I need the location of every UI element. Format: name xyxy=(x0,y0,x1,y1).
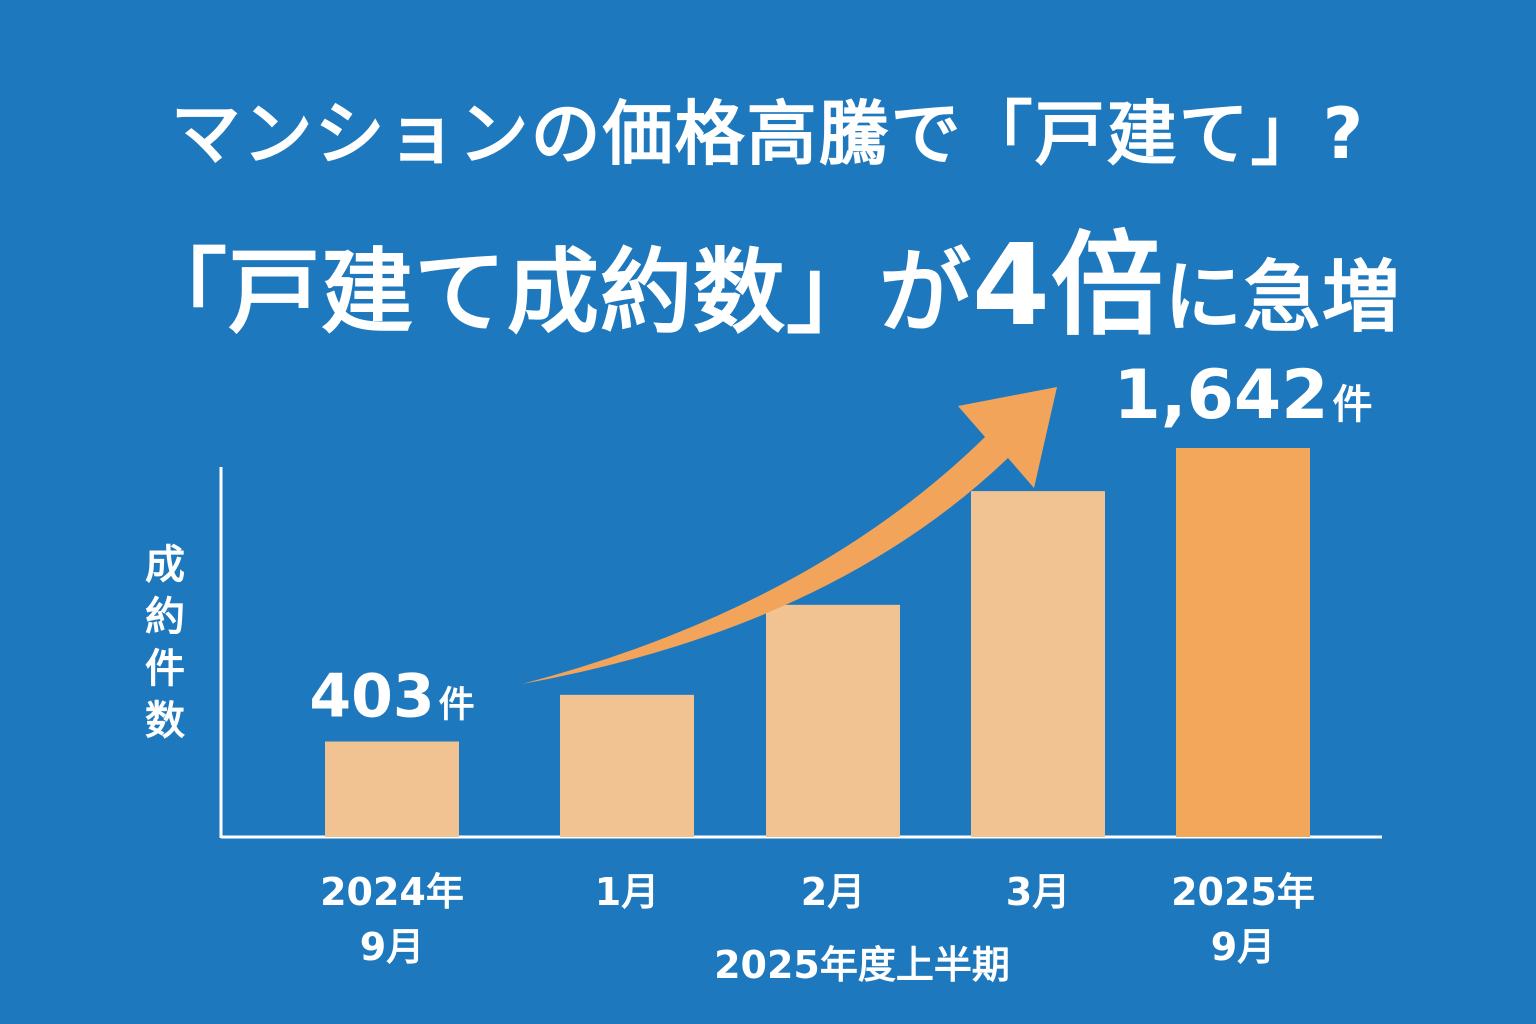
data-label-4: 1,642 件 xyxy=(1113,356,1372,435)
data-label-value-0: 403 xyxy=(309,662,434,732)
headline-question: マンションの価格高騰で「戸建て」? xyxy=(170,93,1366,175)
data-label-value-4: 1,642 xyxy=(1113,356,1328,435)
x-tick-label-0-0: 2024年 xyxy=(320,870,464,914)
headline-main-emphasis: 4倍 xyxy=(972,221,1164,351)
x-tick-label-1-0: 1月 xyxy=(595,870,659,914)
x-axis-label: 2025年度上半期 xyxy=(714,943,1010,987)
x-tick-label-4-0: 2025年 xyxy=(1171,870,1315,914)
bar-4 xyxy=(1176,448,1310,837)
data-label-unit-0: 件 xyxy=(439,685,475,726)
x-tick-label-3-0: 3月 xyxy=(1006,870,1070,914)
data-label-0: 403 件 xyxy=(309,662,474,732)
x-tick-label-2-0: 2月 xyxy=(801,870,865,914)
y-axis-label-char-3: 数 xyxy=(145,698,185,744)
x-tick-label-4-1: 9月 xyxy=(1211,925,1275,969)
bar-3 xyxy=(971,491,1105,837)
bar-2 xyxy=(766,604,900,837)
bar-0 xyxy=(325,741,459,837)
headline-main-part3: に急増 xyxy=(1163,253,1401,343)
bar-1 xyxy=(560,694,694,837)
data-label-unit-4: 件 xyxy=(1333,382,1373,428)
headline-main: 「戸建て成約数」が4倍に急増 xyxy=(0,195,1536,357)
headline-main-part1: 「戸建て成約数」が xyxy=(135,239,973,346)
trend-arrow xyxy=(522,387,1057,684)
y-axis-label-char-1: 約 xyxy=(145,594,185,640)
y-axis-label-char-2: 件 xyxy=(145,646,185,692)
x-tick-label-0-1: 9月 xyxy=(360,925,424,969)
y-axis-label-char-0: 成 xyxy=(145,542,185,588)
